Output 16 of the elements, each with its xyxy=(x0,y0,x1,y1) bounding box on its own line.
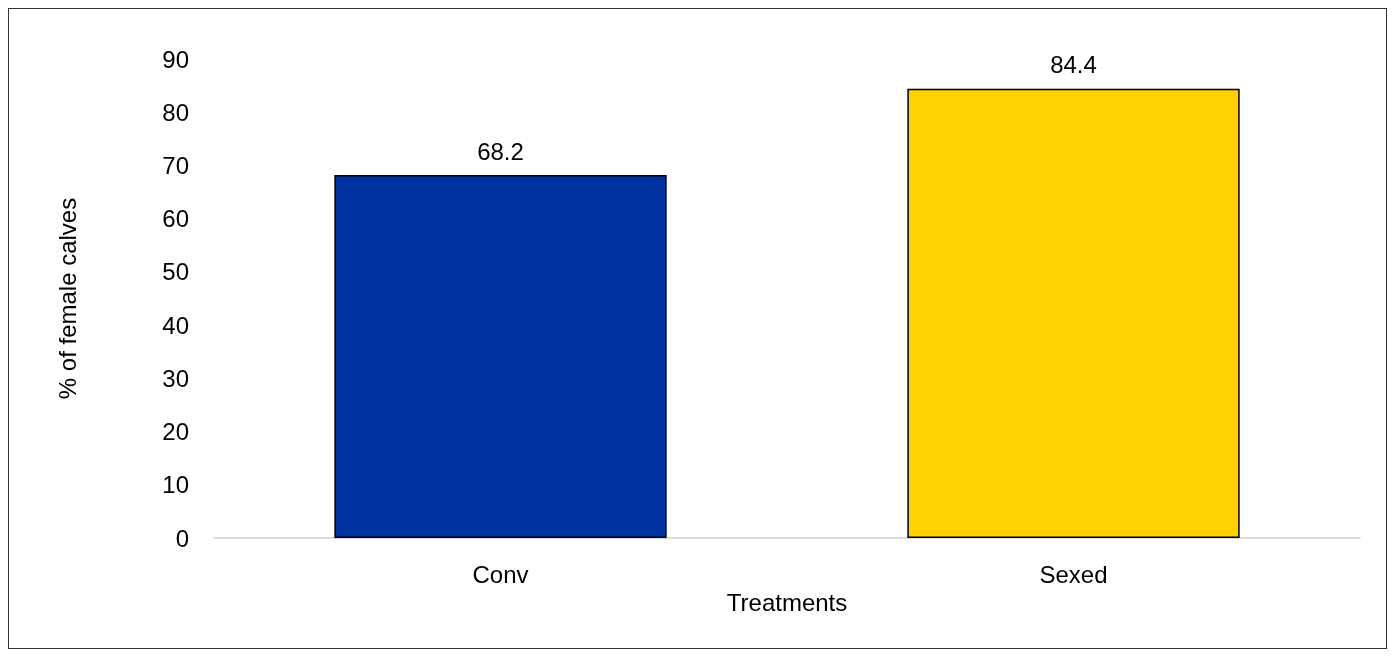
x-tick-label: Sexed xyxy=(1039,560,1108,588)
y-tick-label: 80 xyxy=(162,98,189,126)
y-tick-label: 70 xyxy=(162,151,189,179)
data-label: 68.2 xyxy=(477,137,524,165)
x-axis-title: Treatments xyxy=(726,589,848,617)
y-tick-label: 40 xyxy=(162,311,189,339)
y-tick-label: 60 xyxy=(162,205,189,233)
y-tick-label: 90 xyxy=(162,45,189,73)
data-label: 84.4 xyxy=(1050,51,1097,79)
y-tick-label: 30 xyxy=(162,364,189,392)
y-tick-label: 20 xyxy=(162,418,189,446)
x-tick-label: Conv xyxy=(472,560,529,588)
y-tick-label: 0 xyxy=(175,524,189,552)
y-tick-label: 50 xyxy=(162,258,189,286)
y-tick-label: 10 xyxy=(162,471,189,499)
y-axis-title: % of female calves xyxy=(53,197,81,400)
